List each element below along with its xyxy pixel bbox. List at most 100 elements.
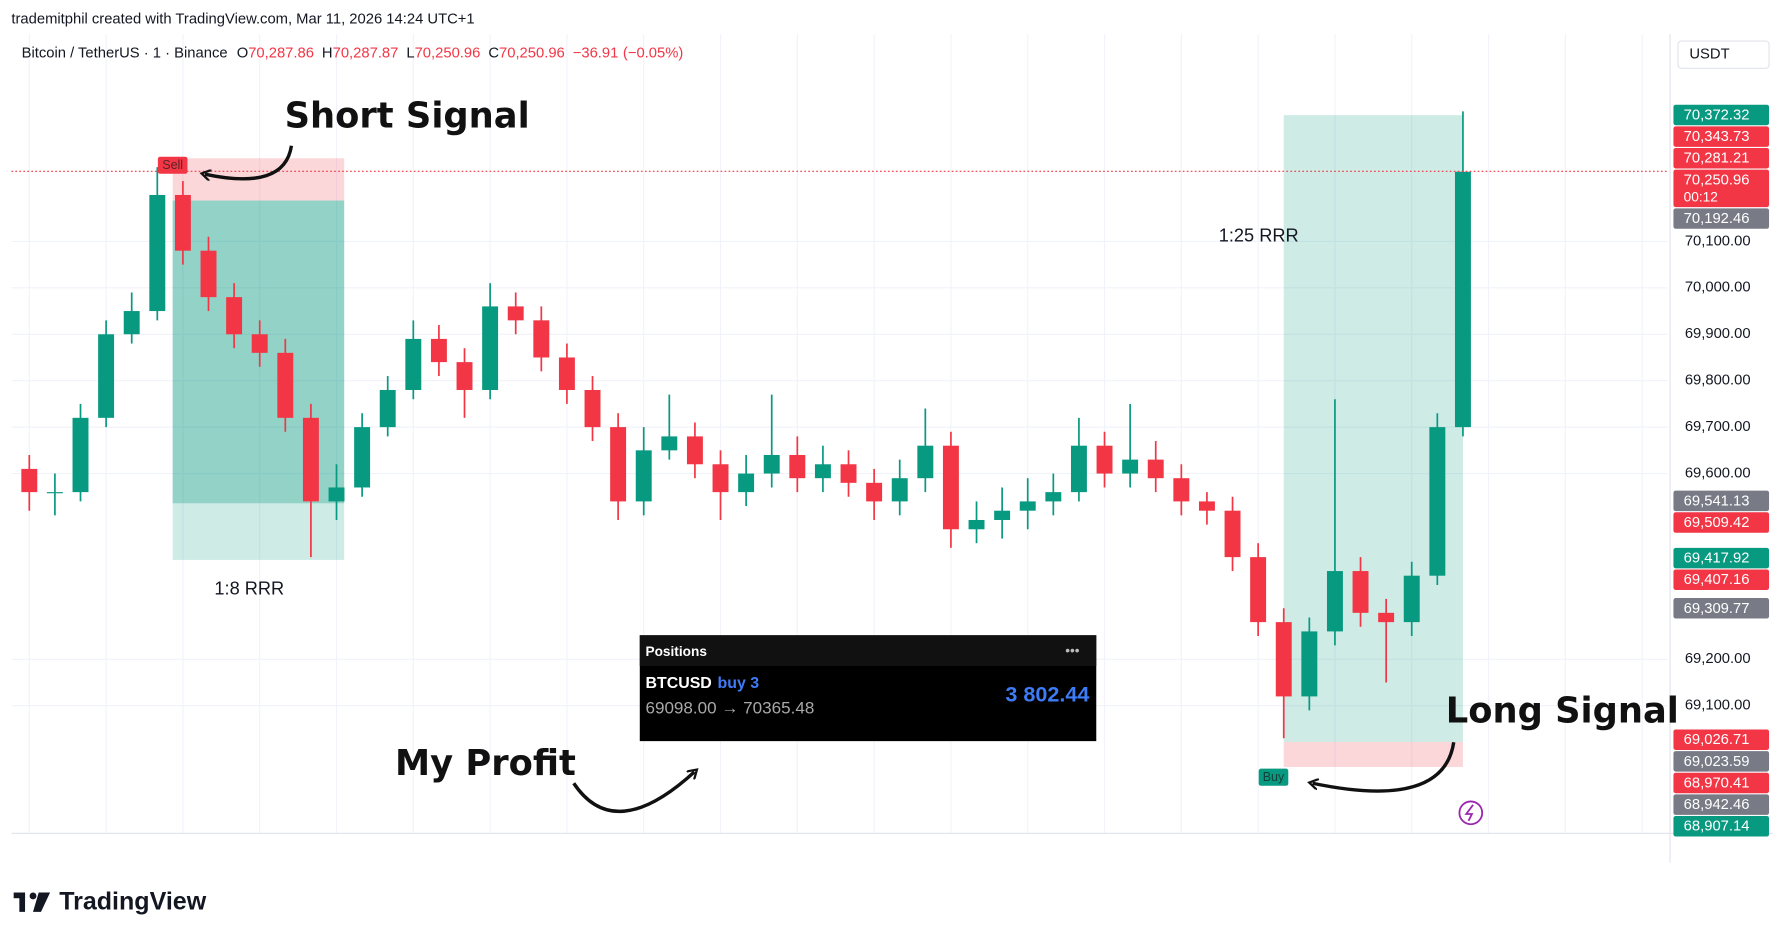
candle-body bbox=[1019, 501, 1036, 511]
candle-body bbox=[174, 194, 191, 251]
overlay: 1:8 RRR 1:25 RRR Sell Buy bbox=[157, 156, 1299, 786]
y-tick-label: 70,000.00 bbox=[1685, 280, 1751, 296]
candle-body bbox=[917, 445, 934, 479]
price-badge bbox=[1673, 729, 1770, 750]
y-tick-label: 69,600.00 bbox=[1685, 465, 1751, 481]
legend-value: 70,250.96 bbox=[415, 45, 481, 61]
candle-body bbox=[1045, 492, 1062, 502]
candle-body bbox=[840, 464, 857, 483]
price-badge bbox=[1673, 169, 1770, 208]
signal-text: Sell bbox=[162, 158, 183, 172]
arrow bbox=[205, 145, 294, 179]
logo-mark bbox=[33, 892, 51, 912]
candle-body bbox=[1403, 575, 1420, 623]
candle-body bbox=[610, 427, 627, 502]
candle-body bbox=[763, 454, 780, 474]
y-tick-label: 69,100.00 bbox=[1685, 698, 1751, 714]
candle-body bbox=[98, 334, 115, 418]
candle-body bbox=[123, 311, 140, 335]
candle-body bbox=[1070, 445, 1087, 493]
symbol: BTCUSD bbox=[645, 675, 711, 692]
candle-body bbox=[1275, 622, 1292, 697]
price-badge-label: 68,942.46 bbox=[1684, 797, 1750, 813]
logo-mark bbox=[29, 892, 37, 900]
candle-body bbox=[277, 352, 294, 418]
candle-body bbox=[72, 417, 89, 493]
candle-body bbox=[405, 338, 422, 390]
candle-body bbox=[1122, 459, 1139, 474]
price-badge-label: 69,407.16 bbox=[1684, 572, 1750, 588]
price-badge bbox=[1673, 772, 1770, 794]
price-badge bbox=[1673, 126, 1770, 147]
signal-text: Buy bbox=[1263, 770, 1285, 784]
candle-body bbox=[533, 320, 550, 358]
alert-icon[interactable] bbox=[1458, 800, 1484, 826]
candle-body bbox=[302, 417, 319, 502]
rrr-label: 1:8 RRR bbox=[214, 578, 284, 598]
candle-body bbox=[1429, 427, 1446, 576]
candle-body bbox=[866, 482, 883, 502]
price-badge bbox=[1673, 751, 1770, 772]
price-badge-label: 70,372.32 bbox=[1684, 107, 1750, 123]
candle-body bbox=[430, 338, 447, 363]
panel-prices: 69098.00 → 70365.48 bbox=[645, 699, 814, 718]
candle-body bbox=[814, 464, 831, 479]
price-badge bbox=[1673, 815, 1770, 837]
alert-icon bbox=[1464, 804, 1474, 822]
plot-area bbox=[11, 34, 1668, 834]
candle-body bbox=[251, 334, 268, 353]
candle-body bbox=[558, 357, 575, 390]
candle-body bbox=[1173, 478, 1190, 502]
logo-mark bbox=[19, 892, 26, 912]
y-tick-label: 69,200.00 bbox=[1685, 651, 1751, 667]
panel-menu[interactable]: ••• bbox=[1065, 643, 1080, 658]
price-badge bbox=[1673, 490, 1770, 512]
y-tick-label: 70,100.00 bbox=[1685, 233, 1751, 249]
y-tick-label: 69,700.00 bbox=[1685, 419, 1751, 435]
symbol: Bitcoin / TetherUS · 1 · Binance bbox=[22, 45, 228, 61]
side: buy 3 bbox=[718, 675, 760, 692]
price-badge bbox=[1673, 147, 1770, 169]
price-badge-label: 70,192.46 bbox=[1684, 211, 1750, 227]
change: −36.91 bbox=[573, 45, 619, 61]
y-tick-label: 69,900.00 bbox=[1685, 326, 1751, 342]
candle-body bbox=[1147, 459, 1164, 479]
candle-body bbox=[328, 487, 345, 502]
candle-body bbox=[1454, 171, 1471, 428]
candle-body bbox=[1198, 501, 1215, 511]
candle-body bbox=[942, 445, 959, 530]
rrr-label: 1:25 RRR bbox=[1219, 226, 1299, 246]
price-badge bbox=[1673, 794, 1770, 815]
arrow bbox=[1313, 742, 1456, 793]
price-badge bbox=[1673, 598, 1770, 619]
price-badge-label: 69,309.77 bbox=[1684, 601, 1750, 617]
candle-body bbox=[712, 464, 729, 493]
candle-body bbox=[584, 389, 601, 428]
candle-body bbox=[661, 436, 678, 451]
price-badge-label: 70,281.21 bbox=[1684, 151, 1750, 167]
price-badge-label: 70,250.96 bbox=[1684, 172, 1750, 188]
candle-body bbox=[482, 306, 499, 390]
candle-body bbox=[456, 362, 473, 390]
legend-key: O bbox=[237, 45, 249, 61]
candle-body bbox=[507, 306, 524, 321]
panel-header bbox=[639, 635, 1097, 666]
footer-logo-text: TradingView bbox=[59, 887, 207, 915]
candle-body bbox=[1301, 631, 1318, 697]
ohlc-legend: Bitcoin / TetherUS · 1 · Binance O70,287.… bbox=[22, 45, 684, 61]
currency-box[interactable] bbox=[1677, 40, 1770, 69]
candle-body bbox=[891, 478, 908, 502]
arrow bbox=[572, 772, 695, 814]
candle-body bbox=[21, 468, 38, 493]
candle-body bbox=[200, 250, 217, 298]
candle-body bbox=[226, 297, 243, 335]
candle-body bbox=[1096, 445, 1113, 474]
candle-body bbox=[635, 450, 652, 502]
annotation: Long Signal bbox=[1446, 691, 1679, 732]
currency[interactable]: USDT bbox=[1689, 47, 1729, 63]
candle-body bbox=[149, 194, 166, 312]
panel-title: Positions bbox=[645, 644, 707, 659]
price-badge bbox=[1673, 569, 1770, 590]
candle-body bbox=[789, 454, 806, 479]
